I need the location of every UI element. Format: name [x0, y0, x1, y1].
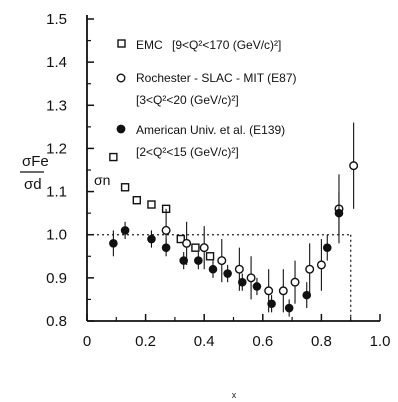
y-tick-label: 1.4 [46, 54, 67, 71]
data-layer [109, 122, 359, 317]
point-open-square [147, 200, 156, 209]
legend-entry-emc: EMC [9<Q²<170 (GeV/c)²] [117, 38, 281, 52]
y-axis-label: σFe σd [20, 153, 49, 193]
point-filled-circle [120, 226, 130, 235]
point-open-square [132, 195, 142, 205]
axes-layer [86, 15, 380, 322]
point-filled-circle [223, 269, 232, 278]
point-open-circle [264, 286, 274, 296]
point-open-circle [316, 260, 326, 270]
point-open-circle [349, 161, 359, 171]
point-filled-circle [322, 243, 332, 252]
point-open-circle [199, 243, 209, 253]
point-open-circle [182, 238, 192, 248]
x-tick-label: 0.2 [135, 333, 156, 350]
legend-label-e139: American Univ. et al. (E139) [136, 123, 285, 137]
series-2 [109, 191, 344, 317]
annotation-sigma-n: σn [94, 172, 110, 188]
x-axis-label: x [232, 390, 237, 400]
point-filled-circle [334, 208, 344, 218]
x-tick-label: 1.0 [370, 333, 391, 350]
point-filled-circle [147, 234, 156, 244]
point-filled-circle [179, 256, 188, 265]
point-filled-circle [194, 256, 203, 265]
point-open-square [120, 183, 130, 192]
point-filled-circle [161, 243, 171, 252]
legend-label-e87: Rochester - SLAC - MIT (E87) [136, 71, 297, 85]
point-open-circle [234, 264, 244, 274]
point-open-square [176, 234, 185, 244]
series-0 [109, 152, 215, 261]
y-tick-label: 0.9 [46, 270, 67, 287]
point-open-circle [217, 256, 227, 266]
y-tick-label: 1.0 [46, 227, 67, 244]
x-tick-label: 0 [83, 333, 91, 350]
point-filled-circle [302, 290, 312, 300]
point-open-square [109, 152, 118, 162]
legend-marker-open-square [117, 39, 126, 48]
point-open-circle [246, 273, 256, 283]
point-filled-circle [109, 239, 118, 248]
point-filled-circle [252, 282, 262, 291]
y-axis-label-numerator: σFe [22, 153, 49, 170]
legend-range-e87: [3<Q²<20 (GeV/c)²] [136, 93, 239, 107]
point-open-square [191, 243, 200, 252]
y-tick-label: 1.5 [46, 11, 67, 28]
y-tick-label: 1.3 [46, 97, 67, 114]
tick-layer: 0.8 0.9 1.0 1.1 1.2 1.3 1.4 1.5 0 0.2 0.4 0.6 0.8 1.0 [46, 11, 390, 350]
point-filled-circle [284, 303, 294, 313]
point-open-circle [161, 225, 171, 235]
x-tick-label: 0.6 [252, 333, 273, 350]
legend-label-emc: EMC [136, 38, 163, 52]
point-open-circle [290, 277, 300, 287]
legend-marker-open-circle [116, 73, 126, 83]
y-tick-label: 1.1 [46, 184, 67, 201]
point-filled-circle [237, 277, 247, 287]
y-tick-label: 0.8 [46, 313, 67, 330]
point-filled-circle [267, 299, 276, 309]
legend-entry-e87: Rochester - SLAC - MIT (E87) [3<Q²<20 (G… [116, 71, 297, 107]
legend: EMC [9<Q²<170 (GeV/c)²] Rochester - SLAC… [116, 38, 297, 159]
legend-range-emc: [9<Q²<170 (GeV/c)²] [172, 38, 281, 52]
y-axis-label-denominator: σd [24, 176, 42, 193]
point-open-square [205, 252, 215, 261]
x-tick-label: 0.8 [311, 333, 332, 350]
point-filled-circle [208, 264, 218, 274]
legend-entry-e139: American Univ. et al. (E139) [2<Q²<15 (G… [116, 123, 285, 159]
point-open-circle [305, 264, 315, 274]
legend-marker-filled-circle [116, 124, 126, 134]
y-tick-label: 1.2 [46, 140, 67, 157]
point-open-circle [278, 286, 288, 296]
x-tick-label: 0.4 [194, 333, 215, 350]
legend-range-e139: [2<Q²<15 (GeV/c)²] [136, 145, 239, 159]
reference-line-layer [87, 234, 352, 321]
